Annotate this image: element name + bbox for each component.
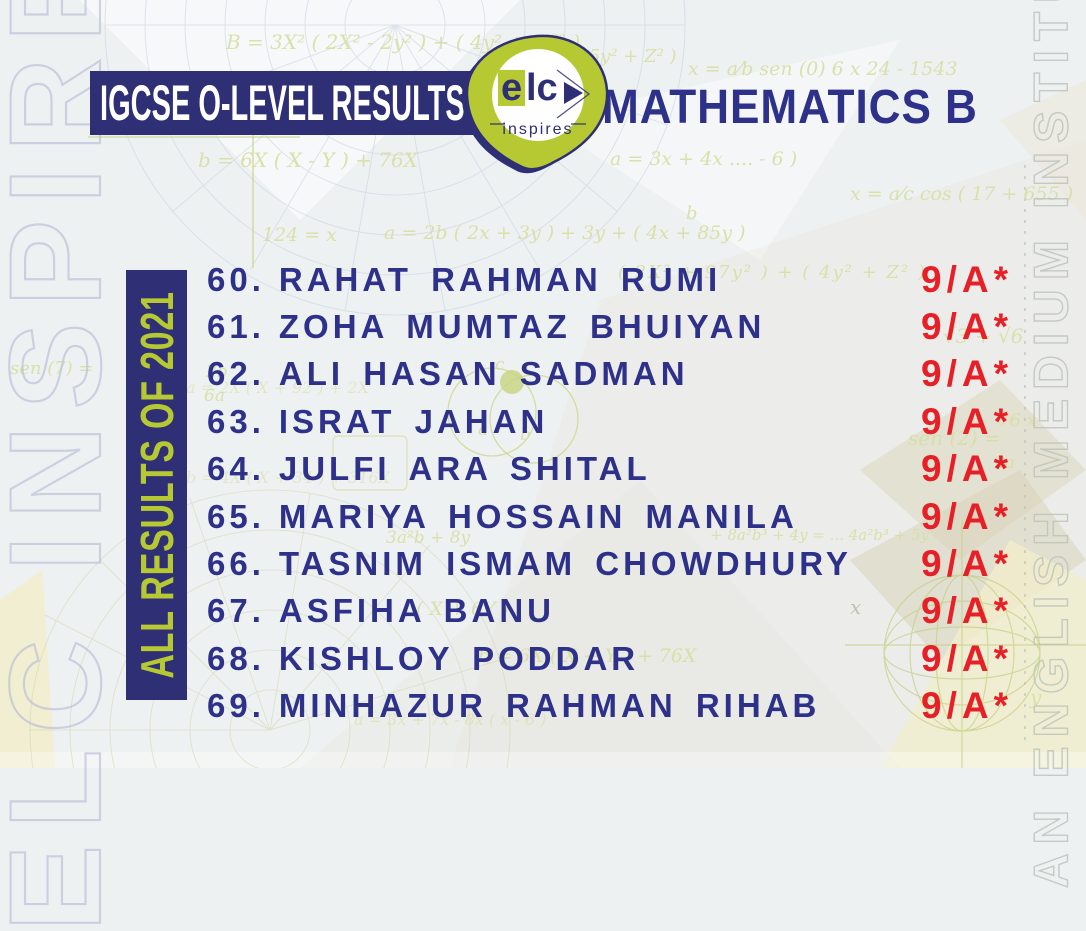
- math-formula: b = 4X ( X + 34 ) + 316X: [186, 468, 390, 487]
- row-number: 65.: [207, 497, 265, 535]
- logo-letter-e: e: [501, 67, 522, 109]
- result-row: 68. KISHLOY PODDAR 9/A*: [207, 635, 1025, 682]
- subject-title: MATHEMATICS B: [602, 81, 978, 134]
- results-banner: IGCSE O-LEVEL RESULTS: [90, 71, 475, 135]
- result-row: 67. ASFIHA BANU 9/A*: [207, 588, 1025, 635]
- result-row: 61. ZOHA MUMTAZ BHUIYAN 9/A*: [207, 303, 1025, 350]
- row-number: 64.: [207, 450, 265, 488]
- math-formula: b = 6X ( X - Y ) + 76X: [198, 148, 418, 172]
- math-formula: a = 2X ( X + 92 ) + 2X: [186, 378, 369, 397]
- math-formula: a = 3x + 7x - 8x ( x - 6 ): [354, 710, 547, 729]
- grade-value: 9/A*: [921, 400, 1013, 442]
- all-results-banner: ALL RESULTS OF 2021: [126, 270, 187, 700]
- student-name: ASFIHA BANU: [278, 592, 555, 630]
- grade-value: 9/A*: [921, 448, 1013, 490]
- result-row: 63. ISRAT JAHAN 9/A*: [207, 398, 1025, 445]
- result-row: 69. MINHAZUR RAHMAN RIHAB 9/A*: [207, 683, 1025, 730]
- student-name: ISRAT JAHAN: [278, 402, 549, 440]
- outline-triangle-icon: [556, 69, 590, 119]
- axis-label-y: y: [1030, 685, 1042, 709]
- grade-value: 9/A*: [921, 590, 1013, 632]
- result-row: 64. JULFI ARA SHITAL 9/A*: [207, 446, 1025, 493]
- row-number: 69.: [207, 687, 265, 725]
- grade-value: 9/A*: [921, 306, 1013, 348]
- student-name: MINHAZUR RAHMAN RIHAB: [278, 687, 821, 725]
- logo-tagline: inspires: [502, 121, 573, 138]
- math-formula: x = a⁄c cos ( 17 + 655 ): [850, 183, 1074, 205]
- math-formula: 2a: [994, 453, 1015, 473]
- math-formula: 76 x: [998, 410, 1037, 431]
- math-formula: 3a²b + 8y: [386, 528, 471, 548]
- math-formula: + 8a²b³ + 4y = ... 4a²b³ + 5y: [710, 526, 929, 544]
- venn-label-b: b: [520, 425, 531, 445]
- grade-value: 9/A*: [921, 637, 1013, 679]
- grade-value: 9/A*: [921, 685, 1013, 727]
- math-formula: b = 6X ( X + Y ) + 76X: [478, 645, 697, 667]
- math-formula: b: [686, 203, 698, 224]
- elc-inspires-watermark: ELC INSPIRES: [0, 0, 129, 931]
- grade-value: 9/A*: [921, 258, 1013, 300]
- math-formula: 124 = x: [262, 224, 337, 246]
- math-formula: ( 5y² + Z² ): [576, 46, 677, 67]
- axis-label-x: x: [850, 595, 862, 619]
- row-number: 66.: [207, 545, 265, 583]
- student-name: TASNIM ISMAM CHOWDHURY: [278, 545, 852, 583]
- elc-logo: e lc inspires: [461, 32, 614, 180]
- math-formula: a = 3x + 4x .... - 6 ): [610, 148, 798, 170]
- venn-label-a: a: [478, 420, 489, 440]
- results-list: 60. RAHAT RAHMAN RUMI 9/A* 61. ZOHA MUMTAZ…: [207, 256, 1025, 730]
- math-formula: a = 2b ( 2x + 3y ) + 3y + ( 4x + 85y ): [384, 222, 746, 244]
- play-arrow-icon: [564, 82, 583, 104]
- result-row: 62. ALI HASAN SADMAN 9/A*: [207, 351, 1025, 398]
- institute-tagline-watermark: AN ENGLISH MEDIUM INSTITUTE: [1025, 0, 1079, 889]
- result-row: 60. RAHAT RAHMAN RUMI 9/A*: [207, 256, 1025, 303]
- student-name: MARIYA HOSSAIN MANILA: [278, 497, 798, 535]
- math-formula: 2b: [206, 362, 228, 382]
- math-formula: sen (2) =: [908, 426, 1001, 450]
- math-formula: 6a: [204, 386, 225, 406]
- math-formula: x = a⁄b sen (0) 6 x 24 - 1543: [688, 58, 958, 80]
- student-name: ALI HASAN SADMAN: [278, 355, 689, 393]
- math-formula: ( 2X² + 97y² ) + ( 4y² + Z² ): [618, 262, 927, 283]
- row-number: 62.: [207, 355, 265, 393]
- student-name: RAHAT RAHMAN RUMI: [278, 260, 722, 298]
- student-name: ZOHA MUMTAZ BHUIYAN: [278, 308, 766, 346]
- result-row: 65. MARIYA HOSSAIN MANILA 9/A*: [207, 493, 1025, 540]
- row-number: 63.: [207, 402, 265, 440]
- row-number: 68.: [207, 639, 265, 677]
- background-facets: [0, 0, 1086, 768]
- elc-logo-graphic: e lc inspires: [461, 34, 609, 174]
- venn-label-c: c: [495, 355, 505, 375]
- row-number: 60.: [207, 260, 265, 298]
- result-row: 66. TASNIM ISMAM CHOWDHURY 9/A*: [207, 540, 1025, 587]
- results-banner-title: IGCSE O-LEVEL RESULTS: [100, 75, 465, 131]
- grade-value: 9/A*: [921, 495, 1013, 537]
- row-number: 67.: [207, 592, 265, 630]
- student-name: KISHLOY PODDAR: [278, 639, 640, 677]
- venn-doodle: [447, 367, 579, 464]
- math-formula: √3 + √6: [943, 324, 1024, 348]
- square-doodle: [332, 435, 408, 491]
- globe-grid: [845, 520, 1086, 768]
- row-number: 61.: [207, 308, 265, 346]
- student-name: JULFI ARA SHITAL: [278, 450, 651, 488]
- grade-value: 9/A*: [921, 543, 1013, 585]
- logo-e-square: [498, 70, 525, 106]
- grade-value: 9/A*: [921, 353, 1013, 395]
- math-formula: sen (7) =: [10, 358, 94, 379]
- math-formula: ( X + 6Y ): [416, 598, 510, 620]
- logo-letters-lc: lc: [526, 67, 558, 109]
- all-results-banner-label: ALL RESULTS OF 2021: [130, 291, 183, 679]
